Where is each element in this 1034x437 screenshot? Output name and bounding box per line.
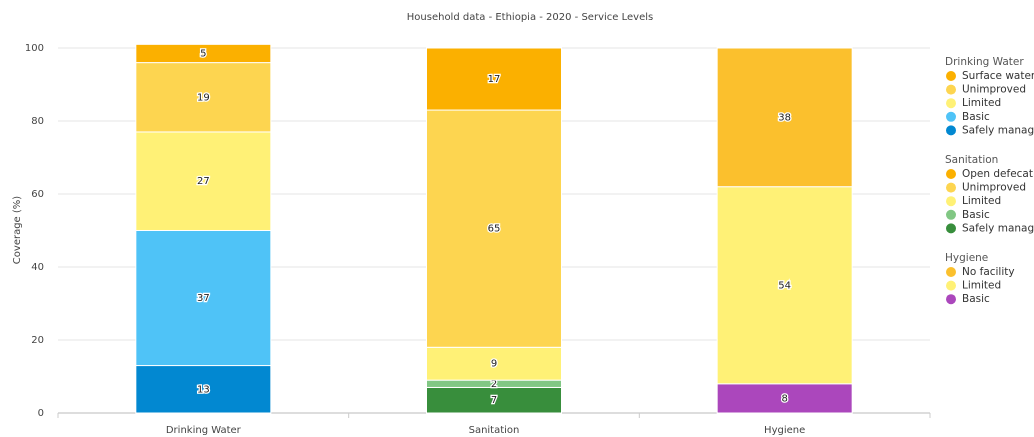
- legend-marker: [946, 280, 956, 291]
- legend-marker: [946, 71, 956, 81]
- bar-segment: [135, 62, 272, 133]
- legend-label: Basic: [962, 209, 990, 221]
- value-label: 37: [197, 293, 210, 304]
- bar-segment: [426, 109, 562, 348]
- legend-label: Open defecation: [962, 168, 1034, 180]
- legend-marker: [946, 223, 956, 234]
- x-tick-label: Hygiene: [764, 425, 805, 436]
- value-label: 9: [491, 359, 497, 370]
- x-tick-label: Sanitation: [469, 425, 520, 436]
- value-label: 7: [491, 395, 497, 406]
- bar-segment: [135, 230, 272, 367]
- legend-label: Basic: [962, 111, 990, 123]
- bar-segment: [716, 47, 853, 188]
- bar-segment: [135, 43, 272, 64]
- bar-segment: [716, 383, 853, 414]
- bar-segment: [426, 47, 562, 111]
- y-axis-label: Coverage (%): [12, 196, 23, 264]
- legend-label: Safely managed: [962, 222, 1034, 234]
- y-tick-label: 0: [38, 408, 44, 419]
- legend-marker: [946, 294, 956, 305]
- value-label: 5: [200, 48, 206, 59]
- legend-marker: [946, 111, 956, 122]
- value-label: 65: [488, 224, 501, 235]
- value-label: 2: [491, 379, 497, 390]
- legend-marker: [946, 196, 956, 207]
- bar-segment: [716, 186, 853, 385]
- y-tick-label: 100: [25, 43, 44, 54]
- legend-label: Surface water: [962, 70, 1034, 82]
- legend-marker: [946, 169, 956, 179]
- legend-marker: [946, 125, 956, 136]
- legend-label: Safely managed: [962, 124, 1034, 136]
- y-tick-label: 20: [31, 335, 44, 346]
- value-label: 13: [197, 384, 210, 395]
- bar-segment: [135, 131, 272, 231]
- value-label: 8: [781, 393, 787, 404]
- value-label: 27: [197, 176, 210, 187]
- legend-marker: [946, 182, 956, 193]
- value-label: 19: [197, 92, 210, 103]
- legend-marker: [946, 267, 956, 277]
- legend-label: Limited: [962, 195, 1001, 207]
- legend-label: Unimproved: [962, 84, 1026, 96]
- legend-label: Limited: [962, 280, 1001, 292]
- legend-label: Basic: [962, 293, 990, 305]
- bar-segment: [426, 386, 562, 414]
- y-tick-label: 40: [31, 262, 44, 273]
- y-tick-label: 60: [31, 189, 44, 200]
- value-label: 17: [488, 74, 501, 85]
- chart-title: Household data - Ethiopia - 2020 - Servi…: [407, 12, 653, 23]
- legend-heading: Hygiene: [945, 252, 988, 264]
- legend-label: Limited: [962, 97, 1001, 109]
- legend-marker: [946, 98, 956, 109]
- legend-label: Unimproved: [962, 182, 1026, 194]
- legend-heading: Drinking Water: [945, 56, 1024, 68]
- legend-label: No facility: [962, 266, 1015, 278]
- y-tick-label: 80: [31, 116, 44, 127]
- value-label: 54: [778, 280, 791, 291]
- legend-marker: [946, 84, 956, 95]
- value-label: 38: [778, 112, 791, 123]
- x-tick-label: Drinking Water: [166, 425, 242, 436]
- legend-marker: [946, 209, 956, 220]
- legend-heading: Sanitation: [945, 154, 998, 166]
